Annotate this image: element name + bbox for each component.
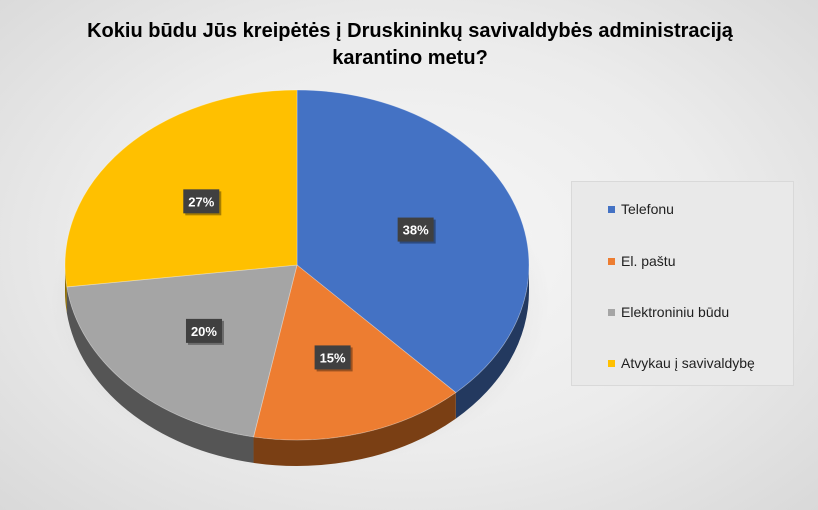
chart-title: Kokiu būdu Jūs kreipėtės į Druskininkų s… xyxy=(87,20,733,69)
data-label-box xyxy=(397,217,434,242)
legend-item-elektroniniu-budu: Elektroniniu būdu xyxy=(608,304,729,320)
data-label-box xyxy=(314,345,351,370)
legend-swatch xyxy=(608,359,615,367)
pie-side-elektroniniu-budu xyxy=(66,286,254,463)
legend-swatch xyxy=(608,205,615,213)
data-label-atvykau-i-savivaldybe: 27% xyxy=(183,189,222,216)
data-label-text: 20% xyxy=(191,324,217,339)
legend-label: Telefonu xyxy=(621,201,674,217)
legend-item-telefonu: Telefonu xyxy=(608,201,674,217)
pie-side-atvykau-i-savivaldybe xyxy=(65,265,67,313)
data-label-text: 38% xyxy=(403,223,429,238)
pie-side-el-pastu xyxy=(253,392,456,466)
legend-label: Elektroniniu būdu xyxy=(621,304,730,320)
data-label-telefonu: 38% xyxy=(397,217,436,244)
data-label-text: 27% xyxy=(188,194,214,209)
legend-label: Atvykau į savivaldybę xyxy=(621,355,755,371)
legend-swatch xyxy=(608,257,615,265)
data-label-box xyxy=(183,189,220,214)
pie-side-telefonu xyxy=(455,265,529,419)
pie-slice-elektroniniu-budu xyxy=(66,264,298,438)
legend-item-atvykau: Atvykau į savivaldybę xyxy=(608,355,755,371)
data-label-el-pastu: 15% xyxy=(314,345,353,372)
legend-swatch xyxy=(608,308,615,316)
pie-slice-el-pastu xyxy=(253,264,457,441)
data-label-box xyxy=(185,318,222,343)
legend-item-el-pastu: El. paštu xyxy=(608,253,675,269)
pie-slice-atvykau-i-savivaldybe xyxy=(64,89,298,288)
data-label-text: 15% xyxy=(320,350,346,365)
legend-label: El. paštu xyxy=(621,253,676,269)
data-label-elektroniniu-budu: 20% xyxy=(185,318,224,345)
legend: Telefonu El. paštu Elektroniniu būdu Atv… xyxy=(571,181,794,386)
